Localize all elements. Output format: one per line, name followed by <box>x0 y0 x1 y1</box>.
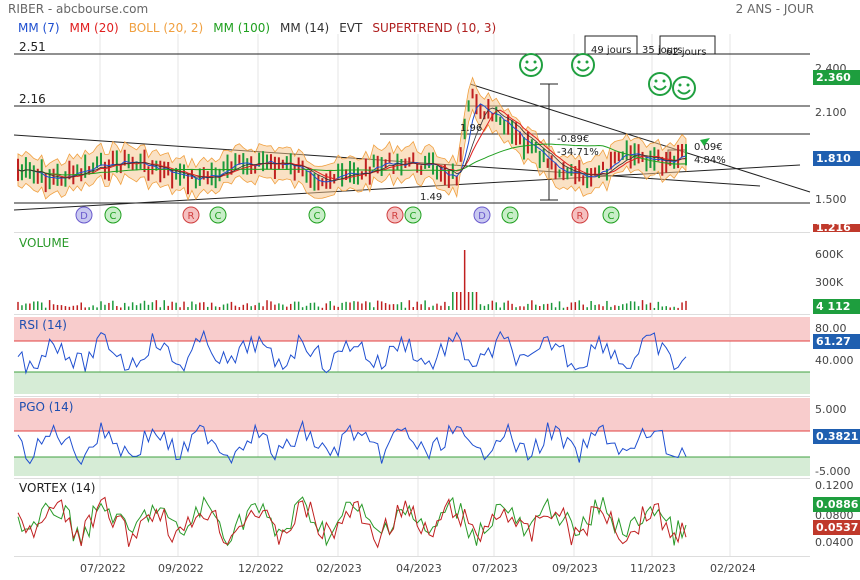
pgo-lower-zone <box>14 457 810 476</box>
up-arrow-icon <box>700 138 710 146</box>
legend-mm20[interactable]: MM (20) <box>69 21 119 35</box>
rsi-badge: 61.27 <box>813 334 860 349</box>
signal-label: R <box>577 211 584 222</box>
price-tick-2: 2.100 <box>815 106 847 119</box>
mm100-line <box>17 143 687 176</box>
vortex-plus-badge: 0.0886 <box>813 497 860 512</box>
signal-label: C <box>110 211 117 222</box>
trendline-channel[interactable] <box>469 83 811 193</box>
smiley-icon <box>519 53 543 77</box>
vortex-plus-line <box>17 496 687 547</box>
signal-label: C <box>314 211 321 222</box>
legend-mm100[interactable]: MM (100) <box>213 21 271 35</box>
vortex-minus-badge: 0.0537 <box>813 520 860 535</box>
signal-marker[interactable] <box>308 206 326 224</box>
signal-label: C <box>507 211 514 222</box>
level-label-251: 2.51 <box>19 40 46 54</box>
signal-label: C <box>608 211 615 222</box>
xaxis-label-7: 09/2023 <box>552 562 598 575</box>
signal-marker[interactable] <box>209 206 227 224</box>
chart-title: RIBER - abcbourse.com <box>8 2 149 16</box>
legend-mm7[interactable]: MM (7) <box>18 21 60 35</box>
pgo-line <box>17 419 687 466</box>
legend-supertrend[interactable]: SUPERTREND (10, 3) <box>372 21 497 35</box>
rsi-oversold-zone <box>14 372 810 394</box>
price-tick-3: 1.500 <box>815 193 847 206</box>
signal-marker[interactable] <box>75 206 93 224</box>
vortex-minus-line <box>17 496 687 549</box>
signal-marker[interactable] <box>386 206 404 224</box>
legend-boll[interactable]: BOLL (20, 2) <box>128 21 204 35</box>
signal-marker[interactable] <box>404 206 422 224</box>
volume-label: VOLUME <box>19 236 70 250</box>
indicator-legend: MM (7) MM (20) BOLL (20, 2) MM (100) MM … <box>18 21 496 35</box>
vortex-tick-1: 0.1200 <box>815 479 854 492</box>
annotation-days-3: 62 jours <box>666 47 706 58</box>
smiley-icon <box>571 53 595 77</box>
signal-marker[interactable] <box>104 206 122 224</box>
mm20-line <box>17 109 687 180</box>
annotation-drop-pct: -34.71% <box>557 147 599 158</box>
annotation-drop-eur: -0.89€ <box>557 134 589 145</box>
vortex-tick-3: 0.0400 <box>815 536 854 549</box>
annotation-days-2: 35 jours <box>642 45 682 56</box>
smiley-icon <box>648 72 672 96</box>
legend-evt[interactable]: EVT <box>339 21 363 35</box>
xaxis-label-9: 02/2024 <box>710 562 756 575</box>
pgo-tick-2: -5.000 <box>815 465 851 478</box>
xaxis-label-2: 09/2022 <box>158 562 204 575</box>
period-label[interactable]: 2 ANS - JOUR <box>735 2 814 16</box>
price-low-badge: 1.216 <box>813 224 860 232</box>
xaxis-label-6: 07/2023 <box>472 562 518 575</box>
signal-label: D <box>478 211 486 222</box>
rsi-overbought-zone <box>14 317 810 341</box>
signal-marker[interactable] <box>571 206 589 224</box>
signal-marker[interactable] <box>473 206 491 224</box>
annotation-var-pct: 4.84% <box>694 155 726 166</box>
rsi-label: RSI (14) <box>19 318 67 332</box>
days-bracket-1[interactable] <box>584 35 638 55</box>
xaxis-label-3: 12/2022 <box>238 562 284 575</box>
rsi-line <box>17 329 687 375</box>
pgo-badge: 0.3821 <box>813 429 860 444</box>
xaxis-label-8: 11/2023 <box>630 562 676 575</box>
volume-tick-2: 300K <box>815 276 844 289</box>
xaxis-label-4: 02/2023 <box>316 562 362 575</box>
price-last-badge: 1.810 <box>813 151 860 166</box>
mm14-line <box>17 107 687 182</box>
signal-label: R <box>392 211 399 222</box>
price-high-badge: 2.360 <box>813 70 860 85</box>
level-label-216: 2.16 <box>19 92 46 106</box>
legend-mm14[interactable]: MM (14) <box>280 21 330 35</box>
annotation-var-eur: 0.09€ <box>694 142 723 153</box>
signal-label: C <box>215 211 222 222</box>
pgo-tick-1: 5.000 <box>815 403 847 416</box>
smiley-icon <box>672 76 696 100</box>
signal-marker[interactable] <box>602 206 620 224</box>
rsi-tick-2: 40.000 <box>815 354 854 367</box>
signal-label: R <box>188 211 195 222</box>
signal-marker[interactable] <box>182 206 200 224</box>
vortex-tick-2: 0.0800 <box>815 509 854 522</box>
annotation-149: 1.49 <box>420 192 442 203</box>
volume-badge: 4 112 <box>813 299 860 314</box>
annotation-196: 1.96 <box>460 123 482 134</box>
pgo-label: PGO (14) <box>19 400 74 414</box>
signal-label: D <box>80 211 88 222</box>
annotation-days-1: 49 jours <box>591 45 631 56</box>
pgo-upper-zone <box>14 398 810 431</box>
days-bracket-2[interactable] <box>659 35 716 55</box>
signal-marker[interactable] <box>501 206 519 224</box>
signal-label: C <box>410 211 417 222</box>
vortex-label: VORTEX (14) <box>19 481 96 495</box>
mm7-line <box>17 103 687 183</box>
xaxis-label-1: 07/2022 <box>80 562 126 575</box>
volume-tick-1: 600K <box>815 248 844 261</box>
rsi-tick-1: 80.00 <box>815 322 847 335</box>
xaxis-label-5: 04/2023 <box>396 562 442 575</box>
